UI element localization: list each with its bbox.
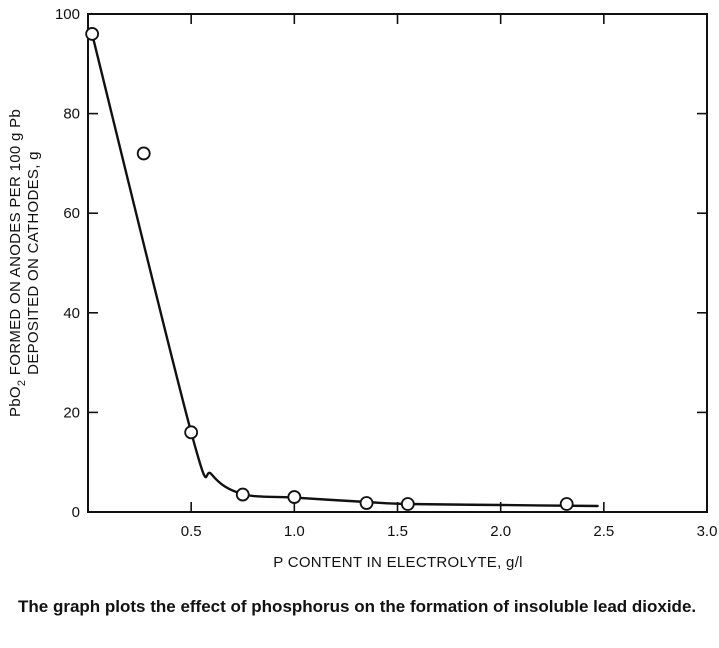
y-axis-label-line2: DEPOSITED ON CATHODES, g [25,151,42,375]
x-tick-label: 2.0 [490,523,511,540]
y-axis-label-line1: PbO2 FORMED ON ANODES PER 100 g Pb [7,109,28,417]
y-tick-label: 60 [63,205,80,222]
axis-tick-labels: 0.5 1.0 1.5 2.0 2.5 3.0 0 20 40 60 80 100 [55,6,717,540]
x-tick-label: 0.5 [181,523,202,540]
data-point [184,425,199,440]
data-point [287,490,302,504]
x-axis-label: P CONTENT IN ELECTROLYTE, g/l [273,554,523,571]
x-tick-label: 3.0 [697,523,718,540]
data-point [136,146,151,161]
figure-caption: The graph plots the effect of phosphorus… [18,597,697,616]
y-tick-label: 20 [63,404,80,421]
y-tick-label: 80 [63,106,80,123]
plot-frame [87,13,708,513]
x-tick-label: 1.5 [387,523,408,540]
data-points [85,27,574,511]
chart: 0.5 1.0 1.5 2.0 2.5 3.0 0 20 40 60 80 100 P CONTENT… [7,6,717,571]
data-point [559,497,574,511]
y-tick-label: 40 [63,305,80,322]
data-point [400,497,415,511]
data-point [235,487,250,502]
y-axis-label: PbO2 FORMED ON ANODES PER 100 g Pb DEPOS… [7,109,42,417]
data-point [85,27,100,41]
x-tick-label: 1.0 [284,523,305,540]
y-tick-label: 0 [72,504,80,521]
y-tick-label: 100 [55,6,80,23]
x-tick-label: 2.5 [593,523,614,540]
data-point [359,496,374,510]
axis-ticks [88,14,708,512]
fit-curve [90,32,599,508]
